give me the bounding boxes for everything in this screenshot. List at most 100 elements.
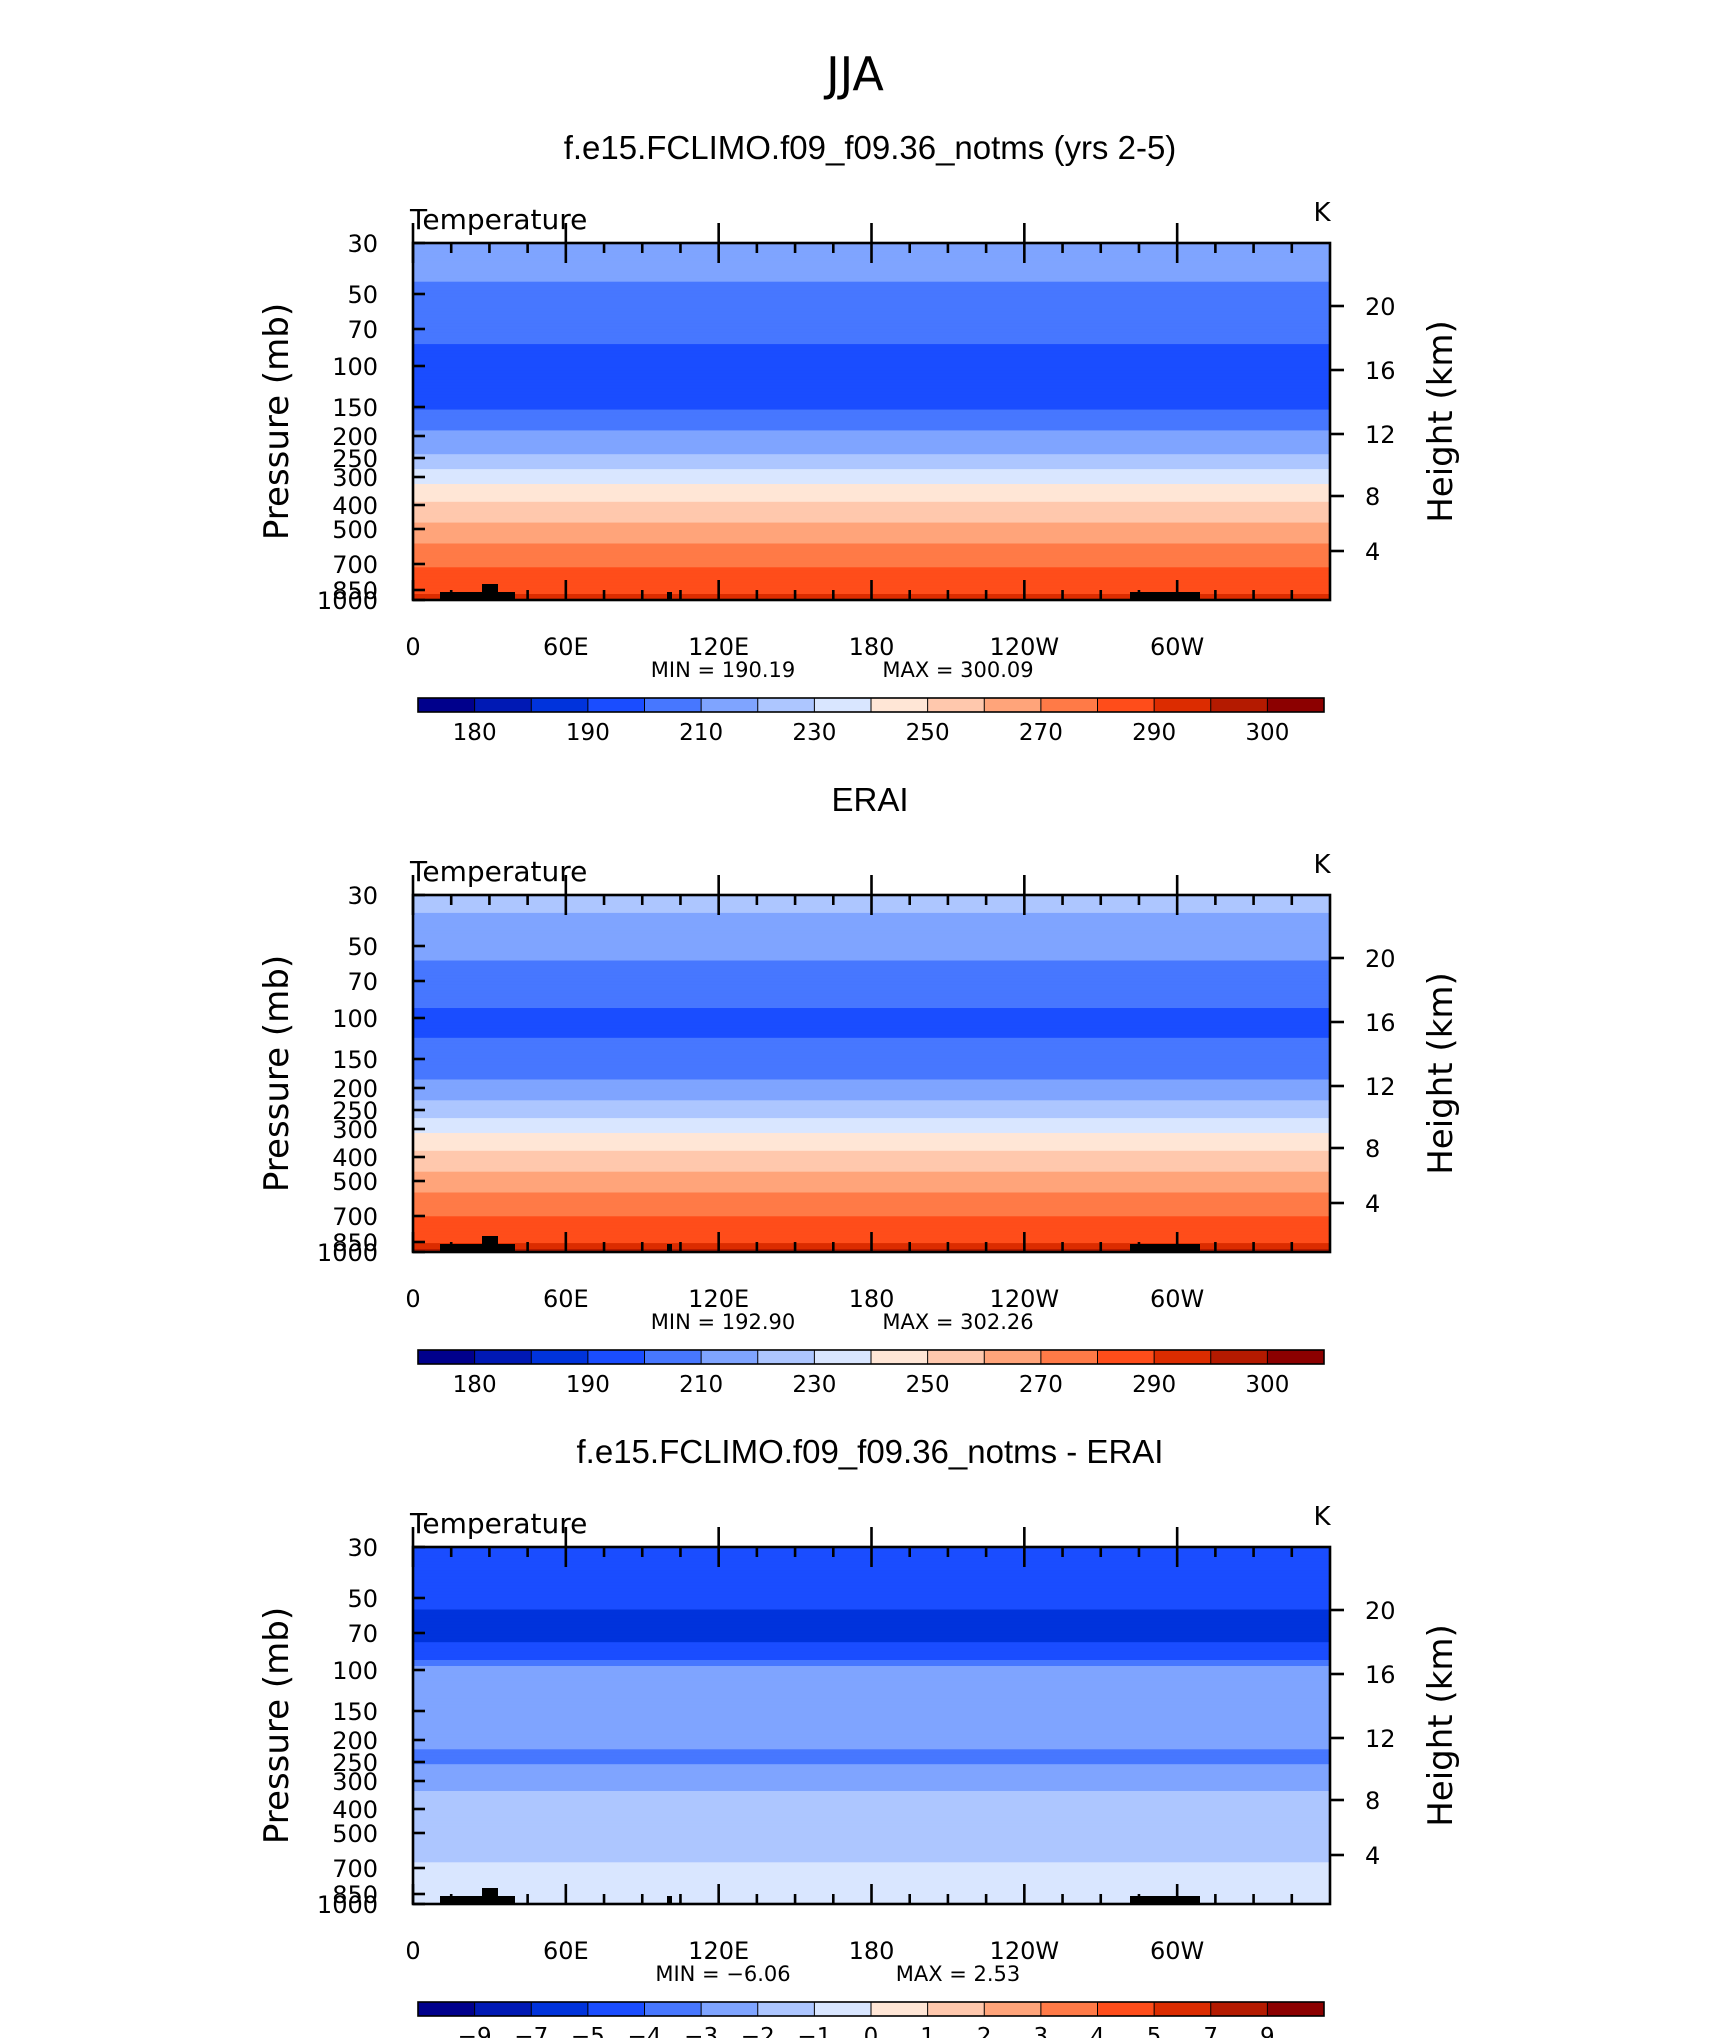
contour-band xyxy=(413,1654,1330,1658)
contour-band xyxy=(413,1853,1330,1857)
contour-band xyxy=(413,359,1330,363)
contour-band xyxy=(413,403,1330,408)
colorbar-swatch xyxy=(984,698,1042,712)
colorbar-swatch xyxy=(757,698,815,712)
units-label: K xyxy=(1313,198,1331,228)
contour-band xyxy=(413,1669,1330,1673)
contour-band xyxy=(413,1046,1330,1051)
contour-band xyxy=(413,290,1330,295)
y-tick-label: 850 xyxy=(332,577,378,605)
contour-band xyxy=(413,1734,1330,1738)
contour-band xyxy=(413,317,1330,321)
contour-band xyxy=(413,1770,1330,1774)
contour-band xyxy=(413,1025,1330,1030)
topography xyxy=(1130,1896,1200,1904)
contour-band xyxy=(413,573,1330,577)
contour-band xyxy=(413,525,1330,530)
colorbar: 180 190 210 230 250 270 290 300 xyxy=(417,1349,1325,1398)
colorbar-label: −5 xyxy=(571,2024,605,2038)
contour-band xyxy=(413,272,1330,277)
contour-band xyxy=(413,326,1330,330)
contour-band xyxy=(413,543,1330,548)
min-max-stats: MIN = 192.90 MAX = 302.26 xyxy=(651,1310,1034,1334)
contour-band xyxy=(413,305,1330,310)
contour-band xyxy=(413,1061,1330,1066)
contour-band xyxy=(413,445,1330,449)
colorbar-swatch xyxy=(1097,698,1155,712)
contour-band xyxy=(413,1630,1330,1634)
contour-band xyxy=(413,350,1330,354)
contour-band xyxy=(413,427,1330,431)
contour-band xyxy=(413,531,1330,536)
y2-tick-label: 20 xyxy=(1365,293,1396,321)
contour-band xyxy=(413,1028,1330,1033)
y2-tick-label: 8 xyxy=(1365,1787,1380,1815)
contour-band xyxy=(413,1005,1330,1009)
contour-band xyxy=(413,1097,1330,1101)
contour-band xyxy=(413,534,1330,539)
y2-axis: 20 16 12 8 4 Height (km) xyxy=(1330,945,1461,1218)
panel-1: f.e15.FCLIMO.f09_f09.36_notms (yrs 2-5) T… xyxy=(257,129,1461,746)
contour-band xyxy=(413,469,1330,473)
contour-band xyxy=(413,1707,1330,1712)
contour-band xyxy=(413,1031,1330,1036)
y2-tick-label: 16 xyxy=(1365,357,1396,385)
y-tick-label: 400 xyxy=(332,1796,378,1824)
contour-band xyxy=(413,1672,1330,1676)
contour-band xyxy=(413,329,1330,333)
contour-band xyxy=(413,1216,1330,1220)
y-tick-label: 150 xyxy=(332,1698,378,1726)
colorbar-swatch xyxy=(1097,1350,1155,1364)
topography xyxy=(440,1244,515,1252)
colorbar-swatch xyxy=(1154,698,1212,712)
y-tick-label: 250 xyxy=(332,445,378,473)
contour-band xyxy=(413,954,1330,959)
x-tick-label: 60E xyxy=(543,633,589,661)
colorbar-swatch xyxy=(418,698,476,712)
contour-band xyxy=(413,1198,1330,1203)
colorbar-label: 300 xyxy=(1245,720,1289,746)
contour-band xyxy=(413,558,1330,562)
topography xyxy=(1130,1244,1200,1252)
contour-band xyxy=(413,567,1330,571)
contour-band xyxy=(413,1609,1330,1614)
contour-band xyxy=(413,1651,1330,1655)
contour-band xyxy=(413,1725,1330,1730)
y-tick-label: 250 xyxy=(332,1749,378,1777)
contour-band xyxy=(413,320,1330,324)
contour-band xyxy=(413,1880,1330,1884)
colorbar-swatch xyxy=(984,1350,1042,1364)
contour-band xyxy=(413,1070,1330,1075)
y2-axis-label: Height (km) xyxy=(1421,972,1461,1175)
contour-band xyxy=(413,1207,1330,1211)
contour-band xyxy=(413,394,1330,399)
colorbar-swatch xyxy=(927,2002,985,2016)
colorbar-label: −3 xyxy=(684,2024,718,2038)
contour-band xyxy=(413,1079,1330,1084)
contour-band xyxy=(413,1660,1330,1664)
contour-band xyxy=(413,1722,1330,1727)
colorbar-label: 7 xyxy=(1203,2024,1218,2038)
contour-band xyxy=(413,341,1330,345)
contour-band xyxy=(413,1624,1330,1628)
contour-band xyxy=(413,1147,1330,1152)
colorbar-label: 270 xyxy=(1019,1372,1063,1398)
contour-band xyxy=(413,1615,1330,1619)
contour-band xyxy=(413,1856,1330,1860)
contour-band xyxy=(413,987,1330,991)
max-value: MAX = 302.26 xyxy=(882,1310,1033,1334)
contour-band xyxy=(413,484,1330,488)
contour-band xyxy=(413,519,1330,524)
colorbar-swatch xyxy=(757,2002,815,2016)
contour-band xyxy=(413,996,1330,1000)
contour-band xyxy=(413,1133,1330,1137)
contour-band xyxy=(413,1862,1330,1866)
contour-band xyxy=(413,1597,1330,1602)
y-tick-label: 200 xyxy=(332,1727,378,1755)
min-value: MIN = 190.19 xyxy=(651,658,795,682)
contour-band xyxy=(413,510,1330,515)
contour-band xyxy=(413,1094,1330,1098)
y-tick-label: 50 xyxy=(347,933,378,961)
